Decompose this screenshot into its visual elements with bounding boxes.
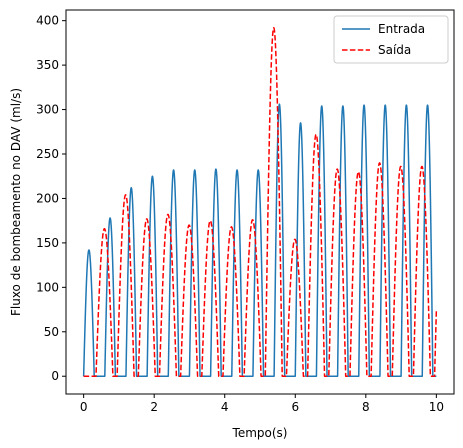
y-tick-label: 50 (44, 325, 59, 339)
y-tick-label: 400 (36, 14, 59, 28)
legend-box (333, 15, 449, 64)
series-line-entrada (82, 103, 438, 377)
x-tick-label: 4 (221, 400, 229, 414)
y-axis-label: Fluxo de bombeamento no DAV (ml/s) (9, 88, 23, 316)
x-axis-label: Tempo(s) (232, 426, 288, 440)
legend-label: Saída (378, 43, 411, 57)
y-tick-label: 250 (36, 147, 59, 161)
x-tick-label: 10 (429, 400, 444, 414)
legend: Entrada Saída (333, 15, 449, 64)
series-line-saida (82, 27, 438, 377)
y-tick-label: 200 (36, 191, 59, 205)
y-tick-label: 300 (36, 103, 59, 117)
y-tick-label: 150 (36, 236, 59, 250)
legend-label: Entrada (378, 22, 425, 36)
y-tick-label: 350 (36, 58, 59, 72)
y-tick-label: 100 (36, 280, 59, 294)
y-tick-label: 0 (51, 369, 59, 383)
x-tick-label: 2 (150, 400, 158, 414)
x-tick-label: 6 (291, 400, 299, 414)
x-tick-label: 0 (80, 400, 88, 414)
x-tick-label: 8 (362, 400, 370, 414)
plot-frame (65, 9, 455, 395)
